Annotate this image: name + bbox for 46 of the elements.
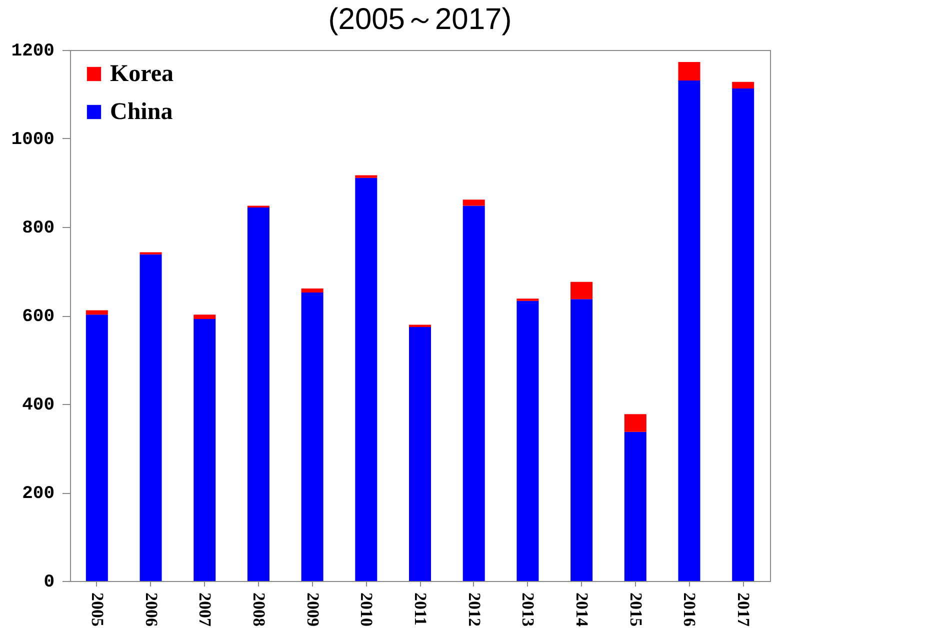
x-tick-label: 2010 bbox=[357, 592, 376, 626]
legend-label: Korea bbox=[110, 61, 174, 87]
chart-title: (2005～2017) bbox=[328, 3, 512, 36]
bar bbox=[86, 314, 108, 581]
x-tick-label: 2015 bbox=[626, 592, 646, 626]
bar bbox=[462, 200, 485, 206]
x-tick-label: 2016 bbox=[680, 592, 700, 626]
x-tick-label: 2011 bbox=[411, 592, 430, 626]
y-tick-label: 200 bbox=[22, 484, 54, 504]
bar bbox=[678, 62, 700, 81]
x-tick-label: 2007 bbox=[196, 592, 215, 627]
y-tick-label: 0 bbox=[44, 572, 54, 592]
bar bbox=[247, 208, 270, 581]
bar bbox=[732, 82, 754, 88]
x-tick-label: 2014 bbox=[572, 592, 592, 627]
bar bbox=[86, 310, 108, 315]
x-tick-label: 2006 bbox=[142, 592, 161, 626]
bar bbox=[194, 314, 216, 320]
y-tick-label: 1200 bbox=[11, 42, 54, 62]
y-tick-label: 600 bbox=[22, 307, 54, 327]
bar bbox=[140, 254, 162, 581]
bar bbox=[194, 319, 216, 581]
x-tick-label: 2009 bbox=[303, 592, 322, 626]
bar bbox=[409, 324, 431, 328]
legend-label: China bbox=[110, 99, 173, 125]
bar bbox=[570, 282, 593, 300]
x-tick-label: 2008 bbox=[249, 592, 268, 626]
x-tick-label: 2005 bbox=[88, 592, 107, 626]
y-tick-label: 400 bbox=[22, 396, 54, 416]
bar bbox=[355, 175, 378, 178]
bar bbox=[732, 88, 754, 581]
bar bbox=[678, 80, 700, 581]
bar bbox=[301, 292, 324, 581]
bar bbox=[570, 299, 593, 581]
y-tick-label: 1000 bbox=[11, 130, 54, 150]
bar bbox=[624, 432, 646, 581]
bar bbox=[409, 327, 431, 581]
bar bbox=[355, 178, 378, 581]
bar bbox=[516, 300, 539, 581]
bar bbox=[462, 206, 485, 581]
bar bbox=[624, 414, 646, 432]
bar bbox=[301, 288, 324, 292]
x-tick-label: 2012 bbox=[464, 592, 484, 626]
x-tick-label: 2017 bbox=[734, 592, 754, 627]
y-tick-label: 800 bbox=[22, 218, 54, 238]
x-tick-label: 2013 bbox=[518, 592, 538, 626]
